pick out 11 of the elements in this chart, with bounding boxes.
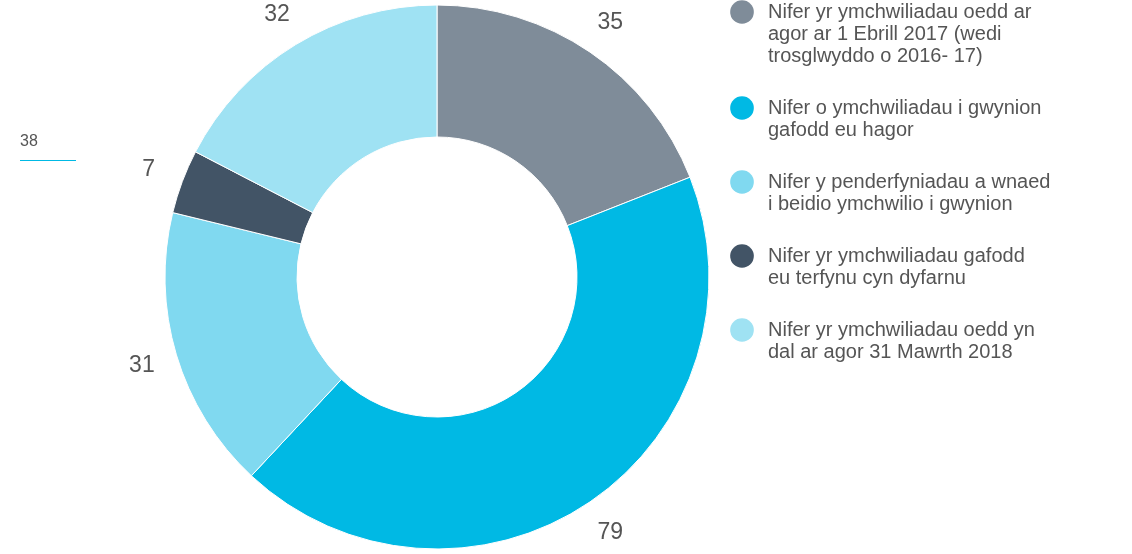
- data-label: 32: [264, 0, 290, 26]
- data-label: 35: [597, 8, 624, 35]
- legend-label: Nifer o ymchwiliadau i gwynion gafodd eu hagor: [768, 96, 1042, 140]
- data-label: 7: [142, 154, 155, 181]
- legend-label: Nifer yr ymchwiliadau oedd ar agor ar 1 Ebrill 2017 (wedi trosglwyddo o 2016- 17): [768, 0, 1032, 66]
- text: 38: [20, 132, 76, 161]
- data-label: 31: [129, 351, 155, 378]
- legend-label: Nifer y penderfyniadau a wnaed i beidio ymchwilio i gwynion: [768, 170, 1051, 214]
- data-label: 79: [597, 517, 624, 544]
- legend-label: Nifer yr ymchwiliadau gafodd eu terfynu cyn dyfarnu: [768, 244, 1025, 288]
- legend-label: Nifer yr ymchwiliadau oedd yn dal ar agor 31 Mawrth 2018: [768, 318, 1035, 362]
